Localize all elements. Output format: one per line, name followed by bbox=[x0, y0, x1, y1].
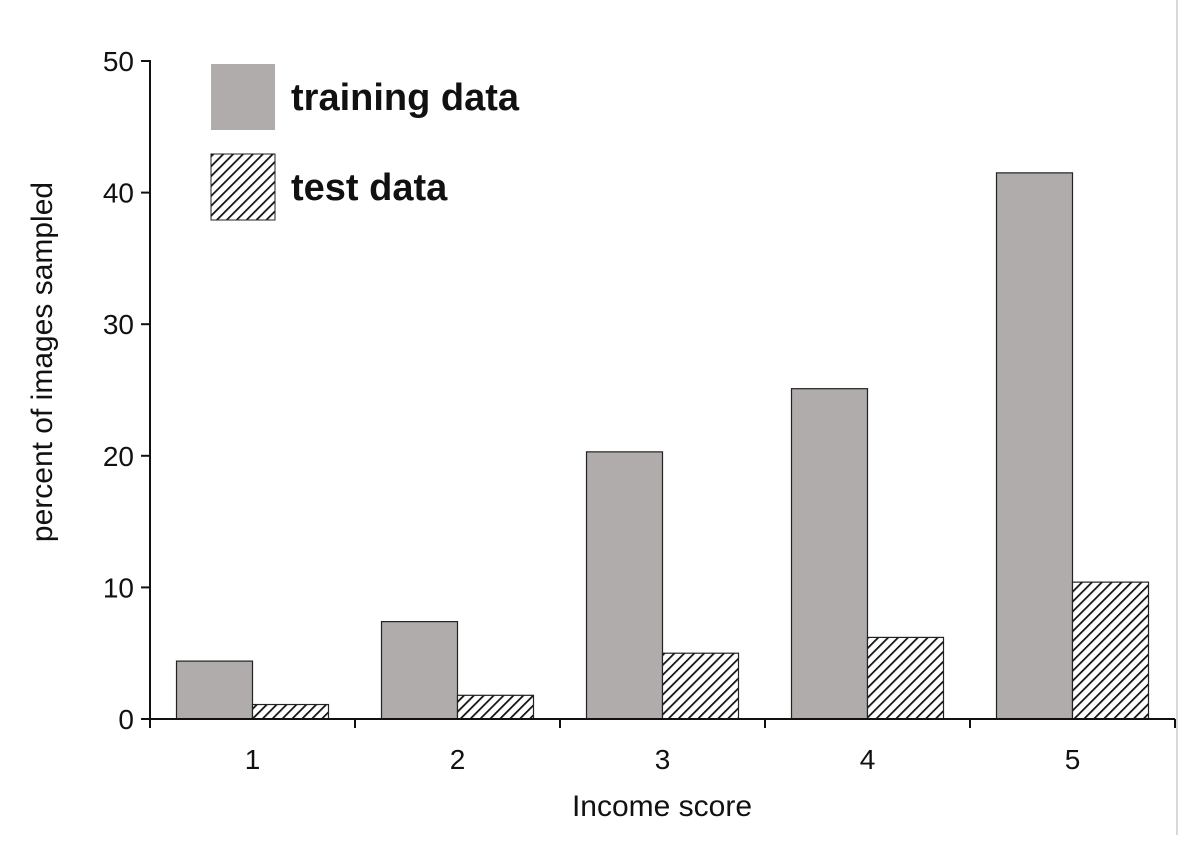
x-axis-title: Income score bbox=[572, 790, 752, 823]
bar-training-5 bbox=[995, 172, 1074, 720]
legend-swatch-test bbox=[210, 153, 276, 221]
x-tick-label: 1 bbox=[245, 744, 261, 775]
bar-training-3 bbox=[585, 451, 664, 720]
bar-test-4 bbox=[866, 636, 945, 720]
x-tick-label: 5 bbox=[1065, 744, 1081, 775]
bar-test-5 bbox=[1071, 581, 1150, 720]
y-axis-title: percent of images sampled bbox=[26, 182, 59, 542]
y-tick-label: 10 bbox=[103, 572, 134, 603]
legend: training data test data bbox=[210, 64, 520, 221]
y-tick-label: 40 bbox=[103, 178, 134, 209]
legend-label-training: training data bbox=[291, 77, 520, 119]
y-tick-label: 50 bbox=[103, 46, 134, 77]
bar-test-2 bbox=[456, 694, 535, 720]
bar-test-1 bbox=[251, 703, 330, 720]
y-tick-label: 20 bbox=[103, 441, 134, 472]
plot-area: 0 10 20 30 40 50 1 2 3 4 5 bbox=[103, 46, 1176, 775]
x-tick-label: 2 bbox=[450, 744, 466, 775]
bar-test-3 bbox=[661, 652, 740, 720]
bar-training-2 bbox=[380, 621, 459, 720]
bar-training-4 bbox=[790, 388, 869, 720]
x-tick-label: 3 bbox=[655, 744, 671, 775]
y-tick-label: 30 bbox=[103, 309, 134, 340]
legend-swatch-training bbox=[211, 64, 275, 130]
legend-label-test: test data bbox=[291, 167, 448, 209]
x-tick-label: 4 bbox=[860, 744, 876, 775]
y-tick-label: 0 bbox=[118, 704, 134, 735]
bar-training-1 bbox=[175, 660, 254, 720]
